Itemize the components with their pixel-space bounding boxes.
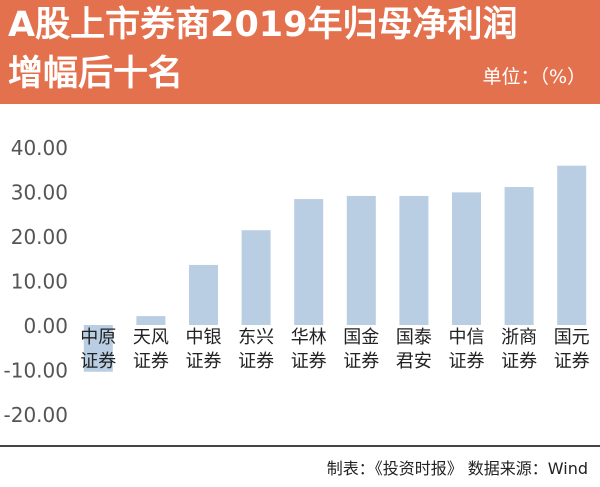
bar <box>346 195 376 325</box>
category-label: 中信证券 <box>449 327 485 372</box>
category-label: 东兴证券 <box>238 327 274 372</box>
y-tick-label: 20.00 <box>11 225 68 249</box>
chart-title: A股上市券商2019年归母净利润 <box>8 5 518 45</box>
chart-title-line2: 增幅后十名 <box>8 54 184 94</box>
y-tick-label: 10.00 <box>11 270 68 294</box>
category-label: 浙商证券 <box>501 327 537 372</box>
y-tick-label: 30.00 <box>11 181 68 205</box>
category-label: 华林证券 <box>291 327 327 372</box>
unit-label: 单位：（%） <box>482 66 586 88</box>
category-label: 国元证券 <box>554 327 590 372</box>
category-label: 中原证券 <box>80 327 116 372</box>
bar-chart: 40.00 30.00 20.00 10.00 0.00 -10.00 -20.00 中原证券… <box>4 136 590 427</box>
y-tick-label: -10.00 <box>4 359 68 383</box>
bar <box>136 316 166 325</box>
y-tick-label: -20.00 <box>4 403 68 427</box>
category-label: 中银证券 <box>186 327 222 372</box>
y-tick-label: 40.00 <box>11 136 68 160</box>
category-label: 天风证券 <box>133 327 169 372</box>
bar <box>189 264 218 325</box>
category-label: 国泰君安 <box>396 327 432 372</box>
bar <box>504 187 534 325</box>
bar <box>83 325 113 372</box>
bar <box>452 192 481 325</box>
category-label: 国金证券 <box>343 327 379 372</box>
footer: 制表：《投资时报》 数据来源：Wind <box>0 445 600 487</box>
bar <box>399 195 429 325</box>
bar <box>557 165 587 325</box>
bar <box>294 199 324 325</box>
title-banner: A股上市券商2019年归母净利润 增幅后十名 单位：（%） <box>0 0 600 104</box>
source-note: 制表：《投资时报》 数据来源：Wind <box>326 459 588 478</box>
bar <box>241 230 271 325</box>
y-tick-label: 0.00 <box>23 314 68 338</box>
